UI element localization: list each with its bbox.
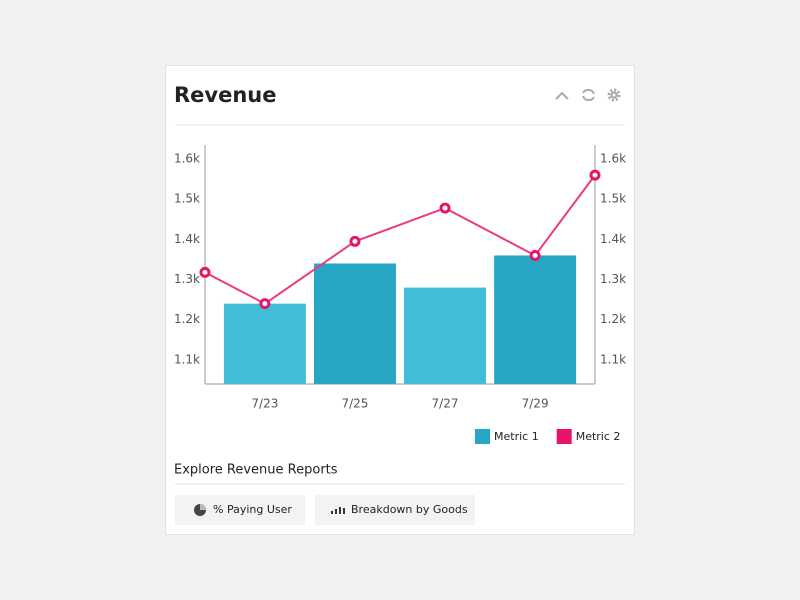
x-tick-label: 7/23 [251,397,278,411]
y-tick-label: 1.3k [174,272,200,286]
y-tick-label: 1.5k [174,192,200,206]
y-tick-label: 1.4k [174,232,200,246]
x-tick-label: 7/25 [341,397,368,411]
y-tick-label: 1.2k [174,312,200,326]
y2-tick-label: 1.1k [600,352,626,366]
x-tick-label: 7/29 [522,397,549,411]
y2-tick-label: 1.4k [600,232,626,246]
button-label[interactable]: % Paying User [213,503,292,516]
legend-label: Metric 1 [494,430,539,443]
collapse-icon[interactable] [555,91,569,100]
point [259,298,271,310]
bar [404,287,487,384]
point [439,202,451,214]
x-tick-label: 7/27 [432,397,459,411]
report-button[interactable] [315,495,475,525]
point [589,169,601,181]
point [349,235,361,247]
point [529,249,541,261]
button-label[interactable]: Breakdown by Goods [351,503,468,516]
y2-tick-label: 1.3k [600,272,626,286]
bars-icon [331,507,345,514]
legend-swatch [556,429,572,444]
settings-icon[interactable] [607,88,621,102]
y-tick-label: 1.1k [174,352,200,366]
y2-tick-label: 1.5k [600,192,626,206]
y2-tick-label: 1.2k [600,312,626,326]
legend-label: Metric 2 [576,430,621,443]
section-title: Explore Revenue Reports [174,463,338,478]
bar [313,263,396,384]
bar [223,303,306,384]
y2-tick-label: 1.6k [600,152,626,166]
y-tick-label: 1.6k [174,152,200,166]
refresh-icon[interactable] [582,88,595,102]
point [199,266,211,278]
legend-swatch [475,429,490,444]
bar [494,255,577,384]
line [204,174,596,305]
widget-title: Revenue [174,83,277,107]
pie-icon [200,504,206,510]
